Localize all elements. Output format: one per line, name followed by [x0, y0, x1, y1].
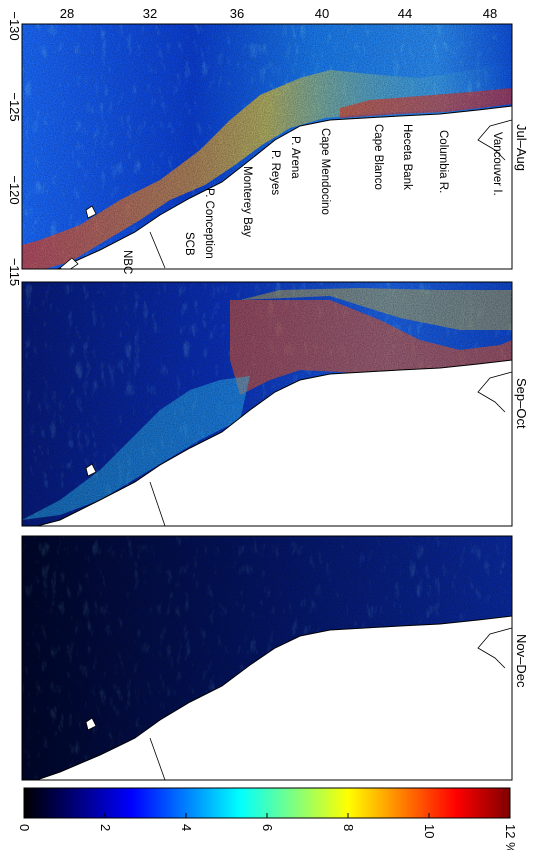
panel-frame: [21, 281, 513, 527]
land-mass: [35, 359, 512, 526]
place-label: Vancouver I.: [491, 132, 503, 196]
land-mass: [35, 615, 512, 780]
lat-tick-label: 40: [315, 6, 329, 21]
colorbar-tick-label: 12 %: [503, 824, 518, 850]
lon-tick-label: −115: [7, 258, 22, 286]
latitude-axis: 28 32 36 40 44 48: [60, 6, 497, 21]
place-label: Heceta Bank: [401, 124, 413, 190]
place-label: P. Reyes: [269, 150, 281, 195]
colorbar-tick-label: 2: [98, 824, 113, 831]
place-label: P. Conception: [203, 188, 215, 259]
place-labels: Vancouver I. Columbia R. Heceta Bank Cap…: [121, 124, 503, 274]
panel-nov-dec: Nov–Dec: [21, 535, 529, 781]
colorbar-tick-label: 6: [260, 824, 275, 831]
lon-tick-label: −125: [7, 92, 22, 121]
place-label: Cape Blanco: [372, 124, 384, 190]
lat-tick-label: 32: [143, 6, 157, 21]
panel-frame: [21, 535, 513, 781]
place-label: Monterey Bay: [241, 166, 253, 237]
panel-jul-aug: Vancouver I. Columbia R. Heceta Bank Cap…: [21, 23, 529, 274]
colorbar-tick-label: 8: [341, 824, 356, 831]
colorbar: 0 2 4 6 8 10 12 %: [17, 787, 518, 850]
place-label: Columbia R.: [437, 130, 449, 193]
lat-tick-label: 28: [60, 6, 74, 21]
colorbar-tick-label: 0: [17, 824, 32, 831]
colorbar-tick-label: 10: [422, 824, 437, 838]
colorbar-tick-label: 4: [179, 824, 194, 831]
lon-tick-label: −130: [7, 11, 22, 40]
lat-tick-label: 48: [483, 6, 497, 21]
panel-sep-oct: Sep–Oct: [21, 281, 529, 527]
land-mass: [55, 105, 512, 269]
panel-frame: [21, 23, 513, 270]
longitude-axis: −130 −125 −120 −115: [7, 11, 22, 286]
lat-tick-label: 44: [398, 6, 412, 21]
place-label: Cape Mendocino: [319, 128, 331, 215]
period-label: Jul–Aug: [514, 124, 529, 171]
period-label: Nov–Dec: [514, 634, 529, 688]
lon-tick-label: −120: [7, 175, 22, 204]
period-label: Sep–Oct: [514, 378, 529, 429]
place-label: SCB: [183, 232, 195, 256]
lat-tick-label: 36: [230, 6, 244, 21]
place-label: P. Arena: [289, 136, 301, 179]
place-label: NBC: [121, 250, 133, 274]
